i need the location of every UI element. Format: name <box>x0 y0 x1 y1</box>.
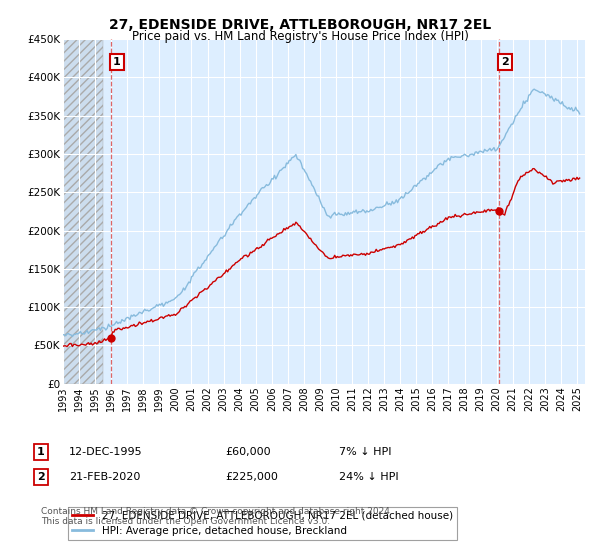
Text: 1: 1 <box>113 57 121 67</box>
Text: 1: 1 <box>37 447 44 457</box>
Text: Price paid vs. HM Land Registry's House Price Index (HPI): Price paid vs. HM Land Registry's House … <box>131 30 469 43</box>
Text: 12-DEC-1995: 12-DEC-1995 <box>69 447 143 457</box>
Text: 24% ↓ HPI: 24% ↓ HPI <box>339 472 398 482</box>
Bar <box>63 39 103 384</box>
Text: 2: 2 <box>37 472 44 482</box>
Legend: 27, EDENSIDE DRIVE, ATTLEBOROUGH, NR17 2EL (detached house), HPI: Average price,: 27, EDENSIDE DRIVE, ATTLEBOROUGH, NR17 2… <box>68 507 457 540</box>
Text: 27, EDENSIDE DRIVE, ATTLEBOROUGH, NR17 2EL: 27, EDENSIDE DRIVE, ATTLEBOROUGH, NR17 2… <box>109 18 491 32</box>
Text: 7% ↓ HPI: 7% ↓ HPI <box>339 447 391 457</box>
Text: £60,000: £60,000 <box>225 447 271 457</box>
Text: 2: 2 <box>501 57 509 67</box>
Text: 21-FEB-2020: 21-FEB-2020 <box>69 472 140 482</box>
Text: £225,000: £225,000 <box>225 472 278 482</box>
Text: Contains HM Land Registry data © Crown copyright and database right 2024.
This d: Contains HM Land Registry data © Crown c… <box>41 507 392 526</box>
